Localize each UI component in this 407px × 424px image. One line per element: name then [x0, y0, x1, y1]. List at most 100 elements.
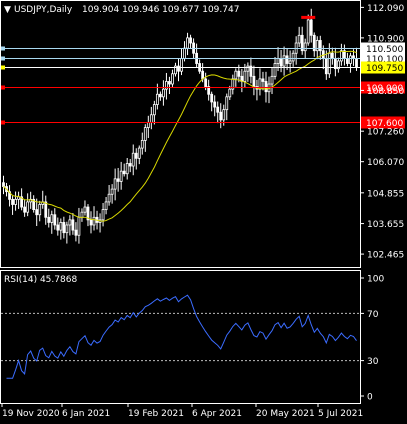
candle [107, 185, 111, 206]
candle [258, 68, 262, 96]
y-tick-label: 110.900 [367, 34, 404, 44]
candle-body [83, 206, 87, 213]
price-line[interactable]: 107.600 [1, 116, 405, 130]
candle-body [258, 78, 262, 90]
candle-body [146, 122, 150, 128]
price-line[interactable]: 110.500 [1, 42, 405, 56]
candle-body [50, 214, 54, 223]
price-line-handle[interactable] [1, 56, 5, 61]
candle-body [92, 216, 96, 226]
rsi-y-tick-label: 100 [367, 275, 384, 285]
candle-body [210, 93, 214, 103]
x-tick-label: 19 Feb 2021 [128, 409, 184, 419]
y-tick-label: 112.090 [367, 4, 404, 14]
candle [346, 52, 349, 67]
candle-body [234, 70, 238, 80]
candle-body [119, 170, 123, 182]
candle [255, 79, 259, 101]
candle [306, 14, 310, 46]
price-line-handle[interactable] [1, 46, 5, 51]
rsi-y-tick-label: 0 [367, 393, 373, 403]
candle-body [47, 216, 51, 223]
candle [162, 80, 165, 106]
candle [270, 68, 274, 95]
candle [86, 204, 90, 227]
price-tag [361, 116, 405, 129]
symbol-arrow-icon[interactable]: ▼ [4, 5, 11, 15]
price-line-handle[interactable] [1, 65, 5, 70]
price-tag-label: 110.100 [366, 55, 403, 65]
y-tick-label: 108.850 [367, 87, 404, 97]
price-line-handle[interactable] [1, 85, 5, 90]
candle [131, 144, 135, 176]
candle-body [228, 88, 232, 98]
candle [71, 213, 75, 235]
candle-body [86, 206, 90, 221]
candle [128, 158, 132, 173]
price-tag [361, 81, 405, 94]
candle-body [355, 57, 358, 68]
candle [14, 191, 17, 211]
candle-body [276, 57, 280, 64]
candle-body [261, 78, 265, 82]
candle-body [125, 163, 129, 175]
price-tag-label: 109.750 [366, 64, 403, 74]
candle [246, 62, 250, 82]
candle [349, 52, 352, 73]
candle [210, 91, 214, 112]
candle [89, 211, 93, 234]
candle [116, 167, 120, 192]
candle-body [340, 50, 343, 62]
candle [340, 43, 343, 66]
candle [327, 43, 331, 78]
y-tick-label: 102.465 [367, 251, 404, 261]
ohlc-label: 109.904 109.946 109.677 109.747 [82, 5, 239, 15]
candle-body [288, 60, 292, 64]
candle [104, 196, 108, 215]
rsi-line [6, 294, 357, 379]
candle [309, 8, 313, 43]
y-tick-label: 106.070 [367, 158, 404, 168]
candle-body [44, 201, 48, 218]
candle [143, 124, 147, 152]
candle [330, 47, 334, 65]
candle [59, 218, 63, 240]
symbol-label: USDJPY,Daily [14, 5, 73, 15]
candle-body [291, 52, 295, 62]
candle-body [249, 65, 253, 77]
price-line-handle[interactable] [1, 120, 5, 125]
candle-body [201, 70, 205, 80]
price-line[interactable]: 109.750 [1, 61, 405, 75]
candle [207, 79, 211, 101]
candle-body [174, 65, 177, 75]
candle [134, 148, 138, 170]
candle [113, 168, 117, 201]
candle-body [177, 65, 180, 72]
price-line[interactable]: 109.000 [1, 81, 405, 95]
candle-body [346, 57, 349, 64]
candle [17, 191, 20, 209]
candle [336, 57, 340, 73]
candle-body [222, 109, 226, 121]
price-tag-label: 107.600 [366, 119, 403, 129]
candle [249, 57, 253, 84]
candle [80, 208, 84, 222]
candle-body [318, 40, 322, 52]
candle-body [324, 57, 328, 75]
candle-body [204, 78, 208, 87]
candle [56, 217, 60, 236]
price-tag-label: 110.500 [366, 45, 403, 55]
candle [225, 93, 229, 121]
rsi-y-tick-label: 70 [367, 310, 379, 320]
candle-body [285, 55, 289, 64]
candle [32, 195, 36, 213]
candle-body [273, 63, 277, 77]
candle [315, 36, 319, 60]
time-axis: 19 Nov 2020 6 Jan 2021 19 Feb 2021 6 Apr 20… [1, 403, 363, 419]
candle [312, 32, 316, 57]
candle [2, 175, 5, 195]
candle [8, 185, 11, 207]
